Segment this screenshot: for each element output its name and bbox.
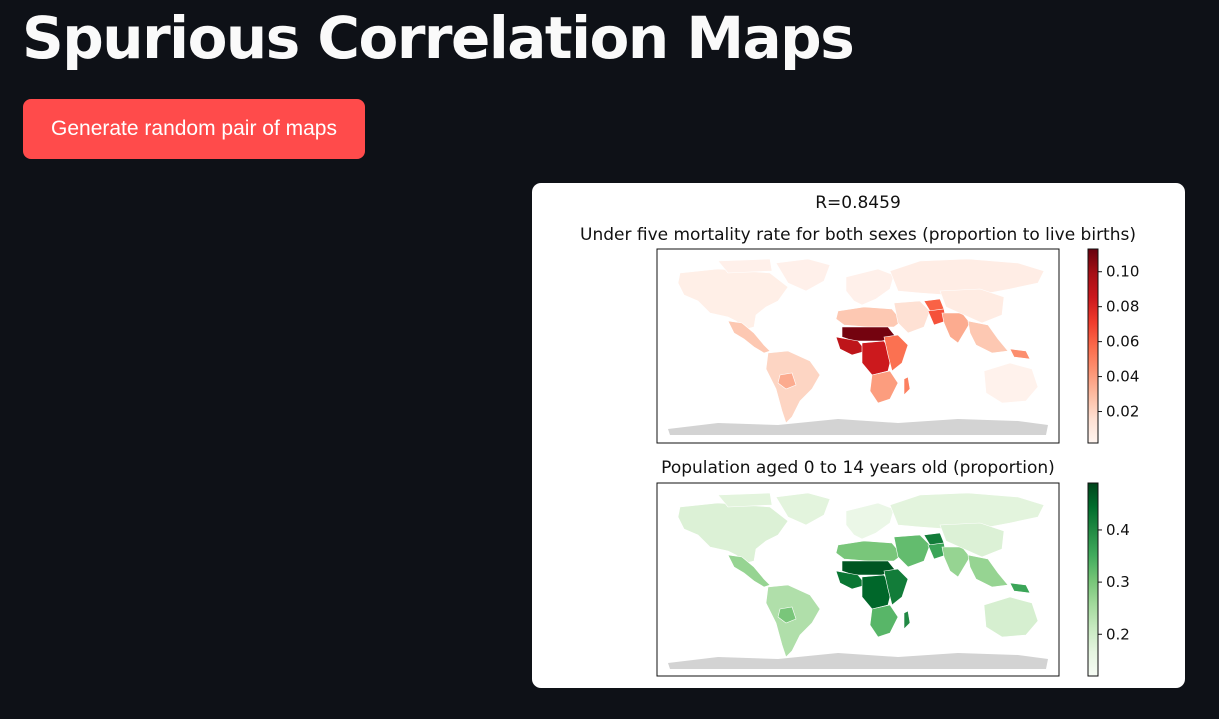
region-bolivia <box>777 606 797 624</box>
region-east-africa <box>883 568 909 606</box>
map-bottom-title: Population aged 0 to 14 years old (propo… <box>661 458 1055 478</box>
maps-figure: R=0.8459 Under five mortality rate for b… <box>532 183 1185 688</box>
map-bottom <box>656 482 1060 677</box>
region-southeast-asia <box>967 554 1009 588</box>
region-west-africa <box>835 570 867 590</box>
region-north-america <box>677 502 789 564</box>
region-papua-new-guinea <box>1009 348 1031 360</box>
region-russia <box>889 492 1045 530</box>
region-madagascar <box>903 610 911 630</box>
region-greenland-arctic <box>717 492 831 526</box>
region-southern-africa <box>869 370 899 404</box>
region-antarctica <box>668 653 1048 669</box>
region-antarctica <box>668 419 1048 435</box>
figure-canvas: R=0.8459 Under five mortality rate for b… <box>580 193 1139 677</box>
region-south-america <box>765 584 821 658</box>
region-southern-africa <box>869 604 899 638</box>
region-central-america <box>727 320 771 354</box>
region-central-africa <box>861 340 893 376</box>
region-central-africa <box>861 574 893 610</box>
region-china <box>939 288 1005 324</box>
region-north-africa <box>835 540 903 562</box>
region-east-africa <box>883 334 909 372</box>
correlation-label: R=0.8459 <box>815 193 901 213</box>
region-middle-east <box>893 300 931 334</box>
colorbar-tick-label: 0.06 <box>1106 333 1139 351</box>
region-madagascar <box>903 376 911 396</box>
region-south-america <box>765 350 821 424</box>
region-west-africa <box>835 336 867 356</box>
colorbar-tick-label: 0.08 <box>1106 298 1139 316</box>
colorbar-gradient <box>1087 248 1099 444</box>
colorbar-tick-label: 0.10 <box>1106 263 1139 281</box>
colorbar-tick-label: 0.3 <box>1106 573 1130 591</box>
region-australia <box>983 362 1039 404</box>
region-bolivia <box>777 372 797 390</box>
map-top-title: Under five mortality rate for both sexes… <box>580 225 1136 245</box>
map-top <box>656 248 1060 444</box>
region-russia <box>889 258 1045 296</box>
colorbar-tick-label: 0.04 <box>1106 368 1139 386</box>
colorbar-gradient <box>1087 482 1099 677</box>
region-middle-east <box>893 534 931 568</box>
region-central-america <box>727 554 771 588</box>
colorbar-top: 0.02 0.04 0.06 0.08 0.10 <box>1087 248 1139 444</box>
region-papua-new-guinea <box>1009 582 1031 594</box>
region-australia <box>983 596 1039 638</box>
page-title: Spurious Correlation Maps <box>22 4 855 72</box>
colorbar-bottom: 0.2 0.3 0.4 <box>1087 482 1130 677</box>
colorbar-tick-label: 0.02 <box>1106 403 1139 421</box>
region-europe <box>845 268 895 306</box>
region-greenland-arctic <box>717 258 831 292</box>
region-southeast-asia <box>967 320 1009 354</box>
colorbar-tick-label: 0.2 <box>1106 625 1130 643</box>
region-europe <box>845 502 895 540</box>
region-north-africa <box>835 306 903 328</box>
region-north-america <box>677 268 789 330</box>
generate-maps-button[interactable]: Generate random pair of maps <box>23 99 365 159</box>
region-china <box>939 522 1005 558</box>
colorbar-tick-label: 0.4 <box>1106 521 1130 539</box>
